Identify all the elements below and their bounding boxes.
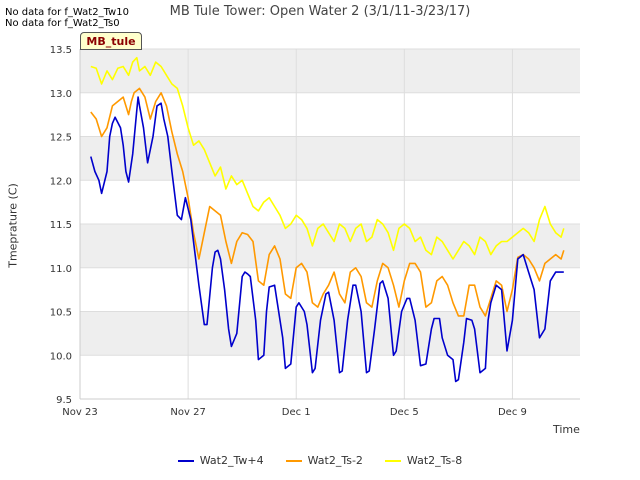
legend-label-ts8: Wat2_Ts-8 bbox=[406, 454, 463, 467]
series-line-wat2-tw-4 bbox=[90, 96, 564, 383]
series-line-wat2-ts-8 bbox=[90, 56, 565, 260]
series-line-wat2-ts-2 bbox=[90, 87, 565, 317]
y-tick-label: 13.0 bbox=[50, 89, 72, 100]
legend: Wat2_Tw+4 Wat2_Ts-2 Wat2_Ts-8 bbox=[0, 454, 640, 467]
legend-item-ts8[interactable]: Wat2_Ts-8 bbox=[384, 454, 463, 467]
plot-band bbox=[80, 224, 580, 268]
x-tick-label: Dec 9 bbox=[498, 407, 527, 418]
y-tick-label: 10.0 bbox=[50, 351, 72, 362]
y-tick-label: 11.0 bbox=[50, 264, 72, 275]
legend-swatch-ts2 bbox=[285, 459, 302, 462]
x-tick-label: Nov 23 bbox=[62, 407, 97, 418]
x-tick-label: Nov 27 bbox=[170, 407, 205, 418]
y-tick-label: 11.5 bbox=[50, 220, 72, 231]
legend-item-tw4[interactable]: Wat2_Tw+4 bbox=[177, 454, 264, 467]
legend-label-tw4: Wat2_Tw+4 bbox=[199, 454, 264, 467]
x-tick-label: Dec 1 bbox=[282, 407, 311, 418]
y-axis-label: Tmeprature (C) bbox=[6, 183, 20, 268]
x-tick-label: Dec 5 bbox=[390, 407, 419, 418]
legend-item-ts2[interactable]: Wat2_Ts-2 bbox=[285, 454, 363, 467]
plot-band bbox=[80, 311, 580, 356]
no-data-notice-2: No data for f_Wat2_Ts0 bbox=[5, 18, 120, 29]
x-axis-label: Time bbox=[553, 423, 580, 436]
plot-band bbox=[80, 49, 580, 93]
legend-swatch-tw4 bbox=[177, 459, 194, 462]
chart-title: MB Tule Tower: Open Water 2 (3/1/11-3/23… bbox=[169, 4, 471, 19]
y-tick-label: 10.5 bbox=[50, 308, 72, 319]
y-tick-label: 12.0 bbox=[50, 176, 72, 187]
legend-label-ts2: Wat2_Ts-2 bbox=[307, 454, 363, 467]
site-badge: MB_tule bbox=[80, 32, 142, 50]
legend-swatch-ts8 bbox=[384, 459, 401, 462]
y-tick-label: 13.5 bbox=[50, 45, 72, 56]
no-data-notice-1: No data for f_Wat2_Tw10 bbox=[5, 7, 129, 18]
plot-band bbox=[80, 136, 580, 181]
y-tick-label: 9.5 bbox=[56, 395, 72, 406]
y-tick-label: 12.5 bbox=[50, 133, 72, 144]
